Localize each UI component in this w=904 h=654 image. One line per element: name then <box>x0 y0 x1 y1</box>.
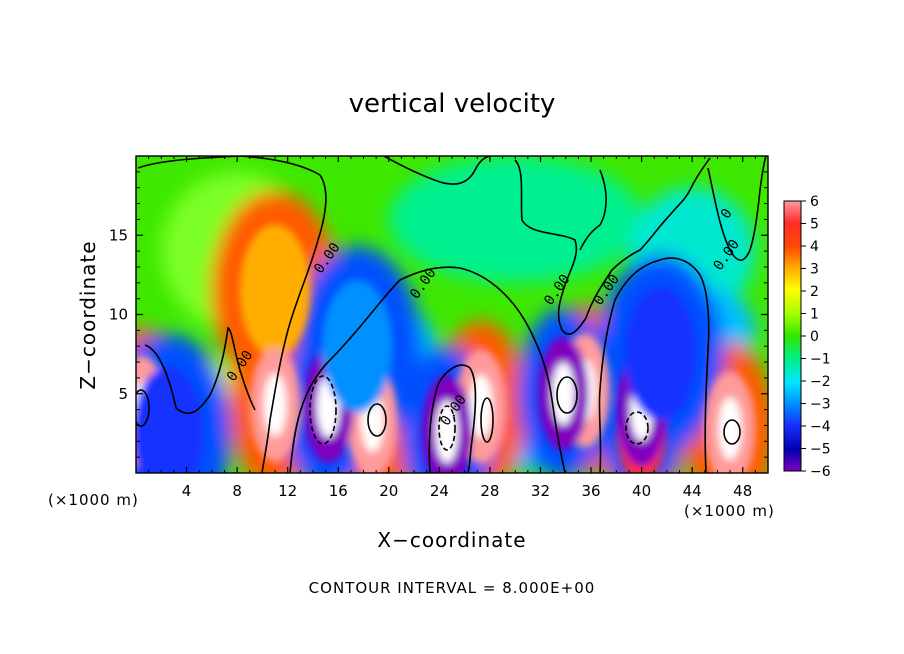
x-unit-right: (×1000 m) <box>684 502 775 520</box>
field-region <box>388 156 642 283</box>
updraft-peak <box>718 397 742 461</box>
x-tick-label: 32 <box>531 482 550 500</box>
y-axis: 5 10 15 <box>109 171 768 458</box>
x-tick-label: 16 <box>329 482 348 500</box>
colorbar-tick-label: 4 <box>810 239 819 255</box>
colorbar-tick-label: 2 <box>810 284 819 300</box>
x-tick-label: 48 <box>733 482 752 500</box>
colorbar-tick-label: −5 <box>810 442 831 458</box>
chart-title: vertical velocity <box>349 89 556 119</box>
downdraft-core <box>136 366 203 473</box>
updraft-peak <box>263 373 287 437</box>
contour-line <box>289 266 566 473</box>
contour-line <box>556 376 578 414</box>
contour-line <box>723 419 741 445</box>
contour-line <box>579 169 607 251</box>
y-tick-label: 5 <box>118 385 128 403</box>
contour-line <box>480 397 494 443</box>
x-tick-label: 8 <box>232 482 242 500</box>
updraft-core <box>239 224 311 358</box>
contour-line <box>144 326 256 414</box>
y-tick-label: 10 <box>109 306 128 324</box>
downdraft-core <box>625 287 696 421</box>
colorbar-gradient <box>784 201 801 471</box>
x-unit-left: (×1000 m) <box>48 491 139 509</box>
colorbar-tick-label: 5 <box>810 217 819 233</box>
velocity-cores <box>136 224 756 473</box>
colorbar-tick-label: −4 <box>810 419 831 435</box>
colorbar-ticks: 6 5 4 3 2 1 0 −1 −2 −3 −4 −5 −6 <box>801 194 831 480</box>
colorbar-tick-label: 6 <box>810 194 819 210</box>
plot-area: 0.000.00 0.00 0.000.000.000.000 <box>135 155 769 474</box>
contour-interval-note: CONTOUR INTERVAL = 8.000E+00 <box>309 579 596 597</box>
contour-line <box>514 157 711 335</box>
x-tick-label: 28 <box>480 482 499 500</box>
x-tick-label: 20 <box>379 482 398 500</box>
x-axis-label: X−coordinate <box>377 528 526 552</box>
x-axis: 4 8 12 16 20 24 28 32 36 40 44 48 <box>148 156 756 500</box>
contour-line <box>598 257 710 473</box>
contour-line <box>309 375 337 445</box>
x-tick-label: 44 <box>683 482 702 500</box>
x-tick-label: 40 <box>632 482 651 500</box>
x-tick-label: 12 <box>278 482 297 500</box>
colorbar-tick-label: −2 <box>810 374 831 390</box>
contour-line <box>136 389 150 427</box>
x-tick-label: 4 <box>182 482 192 500</box>
colorbar-tick-label: 3 <box>810 262 819 278</box>
y-tick-label: 15 <box>109 226 128 244</box>
colorbar-frame <box>783 200 802 472</box>
downdraft-core <box>321 279 393 413</box>
contour-line <box>625 411 649 445</box>
x-tick-label: 36 <box>581 482 600 500</box>
colorbar-tick-label: 1 <box>810 307 819 323</box>
colorbar-tick-label: 0 <box>810 329 819 345</box>
colorbar-tick-label: −3 <box>810 397 831 413</box>
contour-line <box>707 156 767 261</box>
contour-line <box>383 156 491 185</box>
downdraft-peak <box>435 400 459 464</box>
contour-line <box>367 403 387 437</box>
colorbar-tick-label: −6 <box>810 464 831 480</box>
contour-line <box>438 405 456 451</box>
x-tick-label: 24 <box>430 482 449 500</box>
contour-line <box>428 364 477 473</box>
colorbar: 6 5 4 3 2 1 0 −1 −2 −3 −4 −5 −6 <box>783 194 831 480</box>
colorbar-tick-label: −1 <box>810 352 831 368</box>
y-axis-label: Z−coordinate <box>76 240 100 389</box>
downdraft-peak <box>551 362 575 426</box>
